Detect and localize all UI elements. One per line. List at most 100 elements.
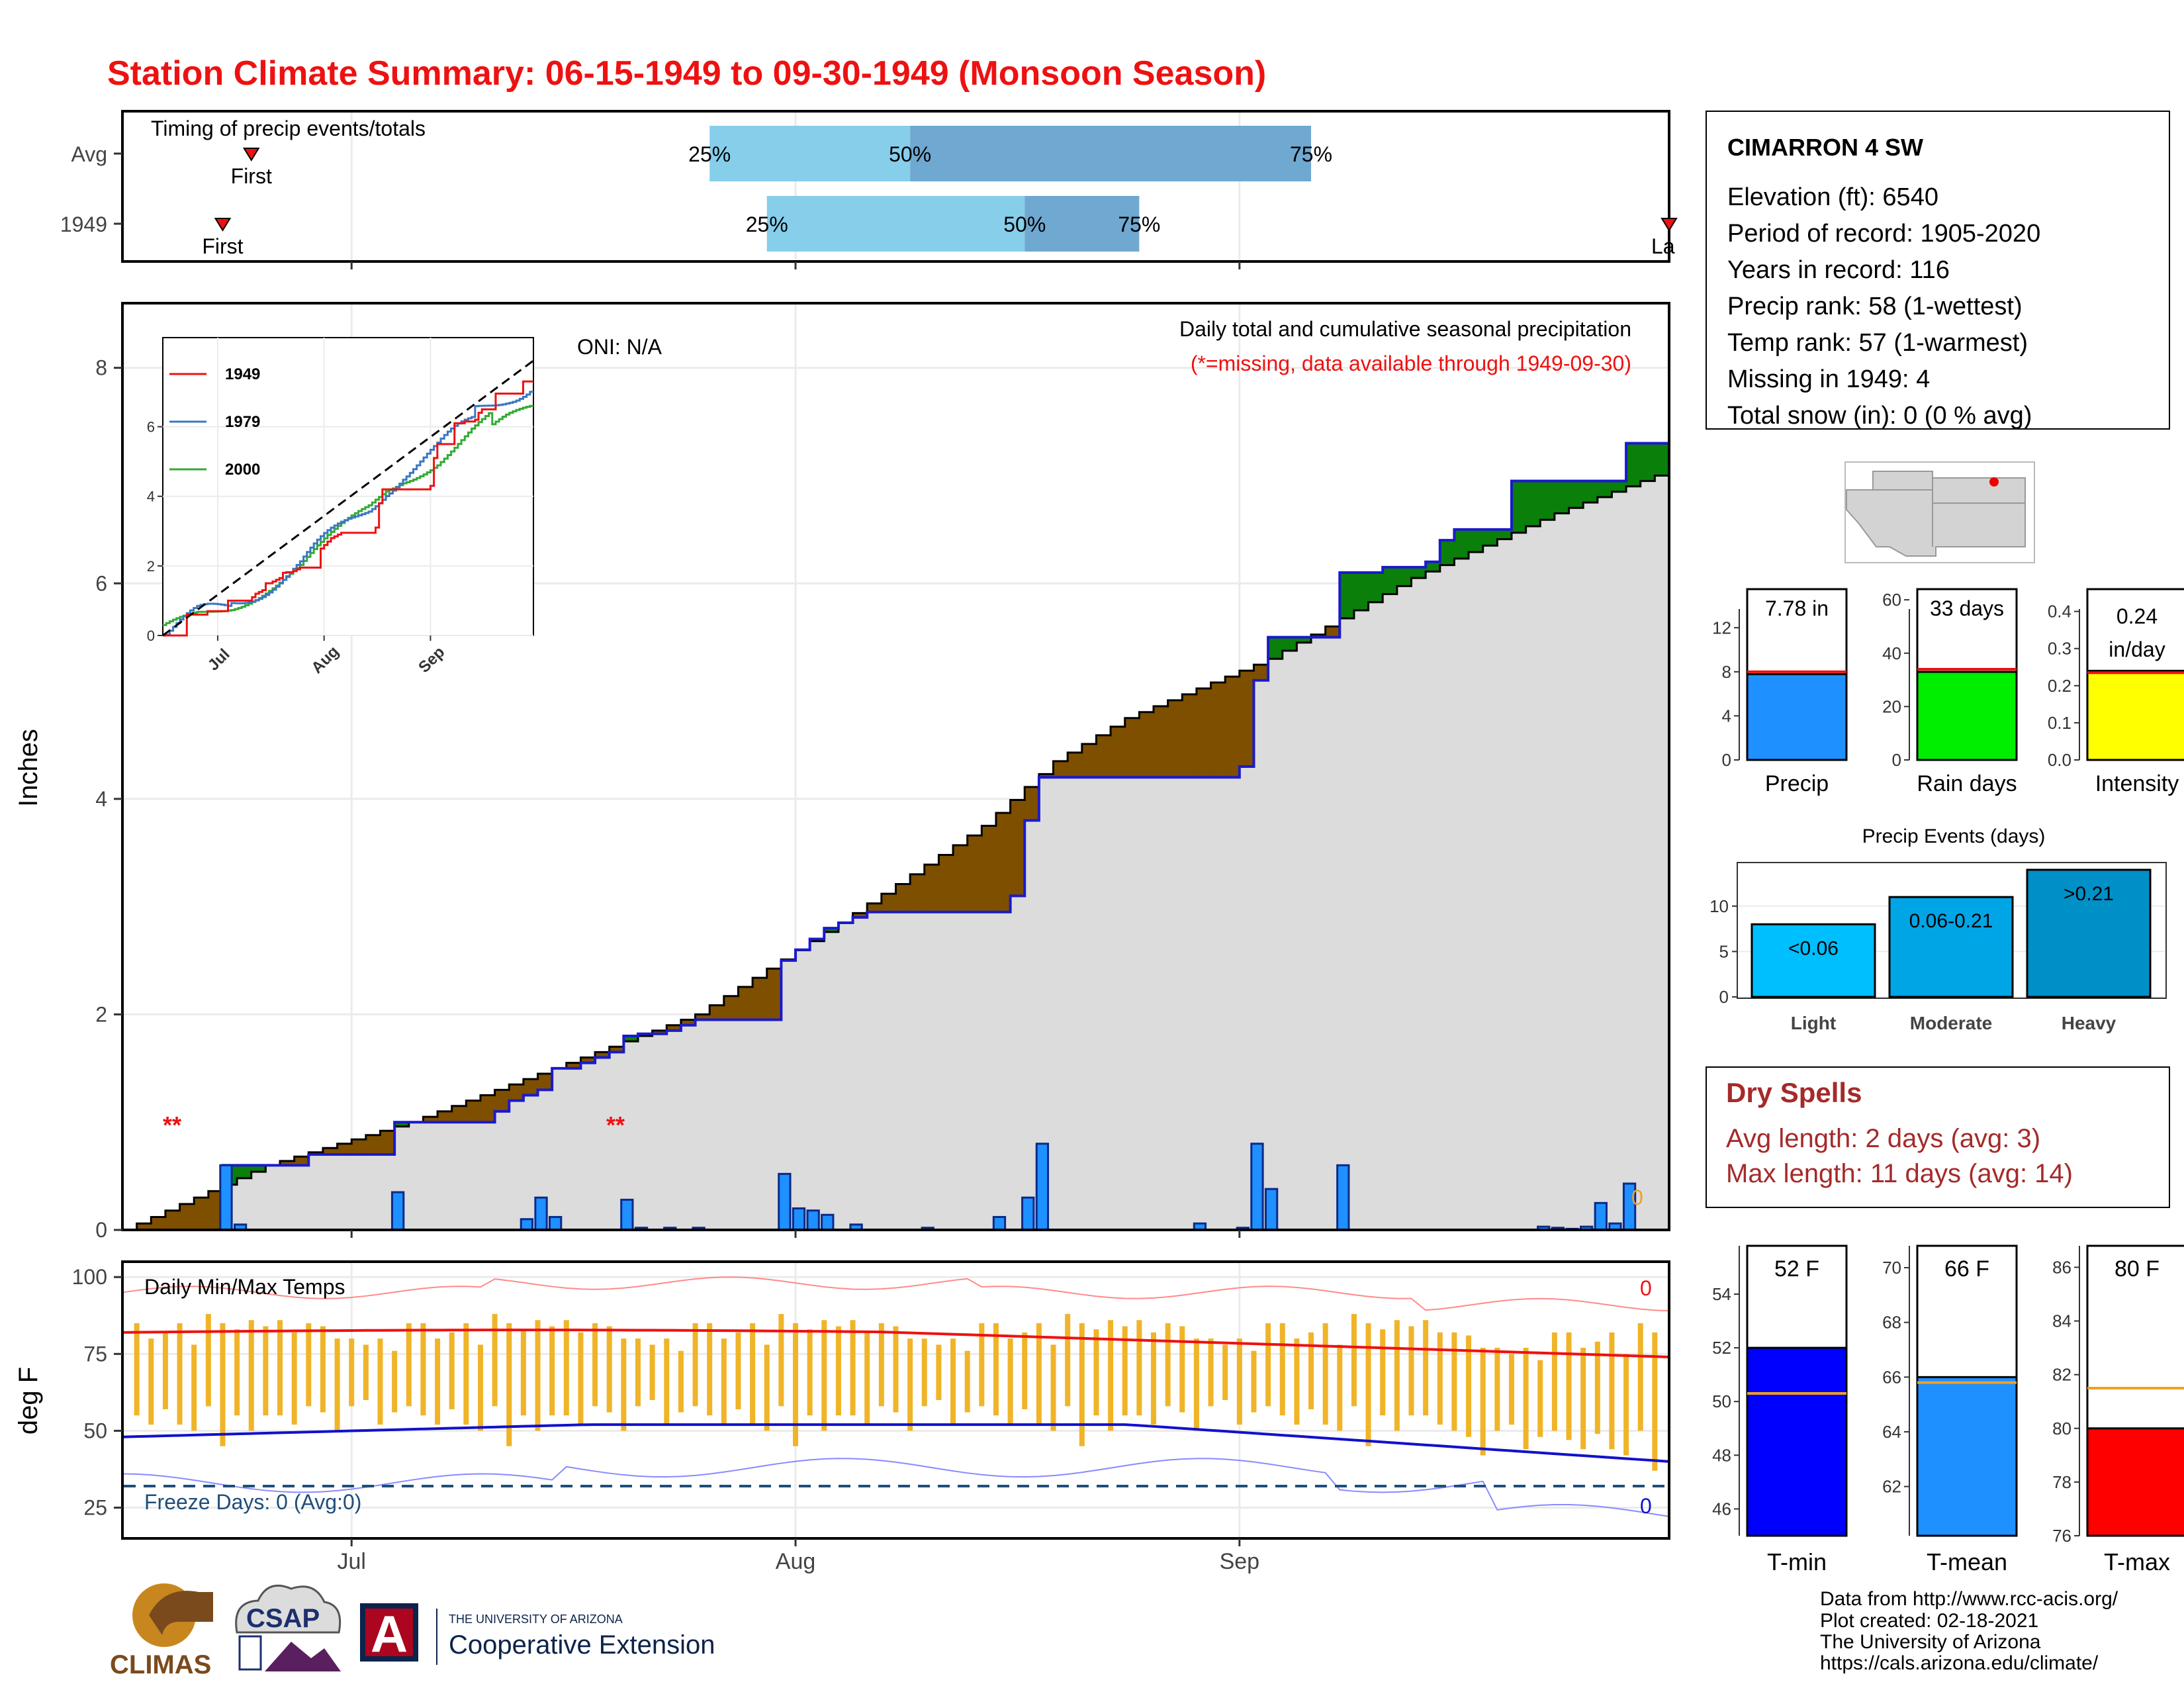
temp-summary-label: T-min — [1767, 1548, 1827, 1575]
temp-summary-value: 66 F — [1944, 1256, 1989, 1282]
location-map — [1844, 461, 2035, 563]
temp-range-bar — [592, 1323, 598, 1407]
below-average-area — [738, 986, 753, 1020]
temp-range-bar — [1007, 1338, 1013, 1425]
below-average-area — [652, 1030, 667, 1034]
temp-range-bar — [1036, 1323, 1042, 1425]
below-average-area — [365, 1135, 381, 1155]
below-average-area — [1124, 718, 1140, 778]
below-average-area — [294, 1156, 309, 1166]
timing-row-label: 1949 — [60, 212, 107, 236]
precip-event-category: Moderate — [1910, 1013, 1992, 1033]
average-max-line — [122, 1329, 1670, 1358]
temp-range-bar — [1079, 1323, 1085, 1446]
below-average-area — [723, 996, 739, 1020]
temp-range-bar — [205, 1313, 211, 1407]
below-average-area — [380, 1131, 395, 1155]
precip-subtitle: Daily total and cumulative seasonal prec… — [1179, 317, 1631, 341]
temp-range-bar — [864, 1332, 870, 1425]
below-average-area — [322, 1148, 338, 1155]
temp-summary-bars: 46 48 50 52 54 52 F T-min 62 64 66 68 70 66 F T-mean 7… — [1712, 1244, 2184, 1575]
above-average-area — [1411, 567, 1426, 579]
below-average-area — [523, 1079, 539, 1096]
below-average-area — [709, 1005, 725, 1020]
below-average-area — [165, 1210, 181, 1230]
daily-precip-bar — [806, 1209, 820, 1231]
ua-logo-a: A — [371, 1605, 408, 1663]
dry-spells-avg: Avg length: 2 days (avg: 3) — [1726, 1124, 2040, 1153]
below-average-area — [995, 813, 1011, 912]
temp-summary-y-tick-label: 70 — [1882, 1258, 1901, 1278]
temp-range-bar — [291, 1332, 297, 1425]
timing-band-q3 — [1024, 196, 1140, 252]
summary-bar-label: Intensity — [2095, 771, 2179, 796]
below-average-area — [1253, 665, 1269, 680]
below-average-area — [924, 865, 939, 912]
below-average-area — [136, 1223, 152, 1230]
timing-first-label: First — [231, 164, 272, 188]
temp-range-bar — [263, 1326, 269, 1416]
temp-summary-y-tick-label: 50 — [1712, 1391, 1731, 1411]
station-line: Total snow (in): 0 (0 % avg) — [1727, 402, 2032, 430]
precip-zero-label: 0 — [1631, 1186, 1643, 1209]
daily-precip-bar — [1021, 1196, 1035, 1231]
temp-range-bar — [177, 1323, 183, 1425]
temp-summary-y-tick-label: 82 — [2052, 1365, 2071, 1385]
min-count-label: 0 — [1640, 1494, 1652, 1518]
temp-range-bar — [893, 1326, 899, 1413]
inset-legend: 1949 1979 2000 — [169, 365, 260, 479]
temp-range-bar — [1151, 1332, 1156, 1425]
temp-range-bar — [707, 1323, 713, 1416]
temp-range-bar — [764, 1344, 770, 1431]
temp-range-bar — [635, 1338, 641, 1407]
below-average-area — [1325, 626, 1340, 637]
precip-note: (*=missing, data available through 1949-… — [1191, 352, 1631, 375]
below-average-area — [967, 835, 982, 912]
temp-range-bar — [134, 1323, 140, 1416]
above-average-area — [1426, 561, 1441, 572]
temp-summary-label: T-max — [2104, 1548, 2170, 1575]
precip-y-axis: 0 2 4 6 8 — [95, 356, 122, 1242]
inset-y-tick-label: 2 — [147, 558, 155, 575]
precip-ylabel: Inches — [14, 729, 43, 807]
temp-range-bar — [1537, 1360, 1543, 1437]
precip-events-chart: Precip Events (days) 0 5 10 <0.06 Light 0.06-… — [1709, 825, 2167, 1033]
temp-summary-value: 80 F — [2115, 1256, 2160, 1282]
above-average-area — [251, 1165, 266, 1172]
above-average-area — [1597, 481, 1612, 498]
temp-range-bar — [1322, 1323, 1328, 1425]
average-cumulative-line — [122, 474, 1669, 1231]
daily-precip-bar — [620, 1198, 634, 1231]
below-average-area — [337, 1143, 352, 1155]
x-axis-months: Jul Aug Sep — [337, 261, 1259, 1574]
temp-summary-y-tick-label: 48 — [1712, 1445, 1731, 1465]
daily-precip-bar — [219, 1164, 233, 1231]
temp-range-bar — [334, 1338, 340, 1431]
temp-range-bar — [1308, 1332, 1314, 1409]
inset-line-1979 — [163, 391, 533, 637]
daily-precip-bar — [778, 1172, 792, 1231]
below-average-area — [1311, 634, 1326, 637]
ua-logo: A THE UNIVERSITY OF ARIZONA Cooperative … — [360, 1603, 715, 1665]
temp-range-bar — [1652, 1332, 1658, 1471]
temp-range-bar — [1408, 1326, 1414, 1416]
below-average-area — [437, 1111, 453, 1123]
cumulative-base-area — [122, 475, 1669, 1230]
cumulative-1949-line — [122, 442, 1669, 1231]
temp-range-bar — [807, 1329, 813, 1416]
below-average-area — [480, 1095, 496, 1123]
month-label: Sep — [1220, 1549, 1260, 1574]
below-average-area — [1024, 786, 1040, 821]
oni-label: ONI: N/A — [577, 335, 662, 359]
inset-lines — [162, 338, 534, 637]
timing-band-q2 — [709, 126, 911, 181]
timing-last-label: La — [1651, 234, 1675, 258]
temp-range-bar — [1623, 1354, 1629, 1456]
above-average-area — [1640, 443, 1655, 481]
precip-event-range: 0.06-0.21 — [1909, 910, 1993, 932]
summary-bar-fill — [1746, 673, 1848, 761]
temp-y-tick-label: 50 — [83, 1419, 107, 1442]
timing-band-q3 — [910, 126, 1312, 181]
figure-title: Station Climate Summary: 06-15-1949 to 0… — [107, 54, 1266, 93]
temp-range-bar — [964, 1350, 970, 1413]
